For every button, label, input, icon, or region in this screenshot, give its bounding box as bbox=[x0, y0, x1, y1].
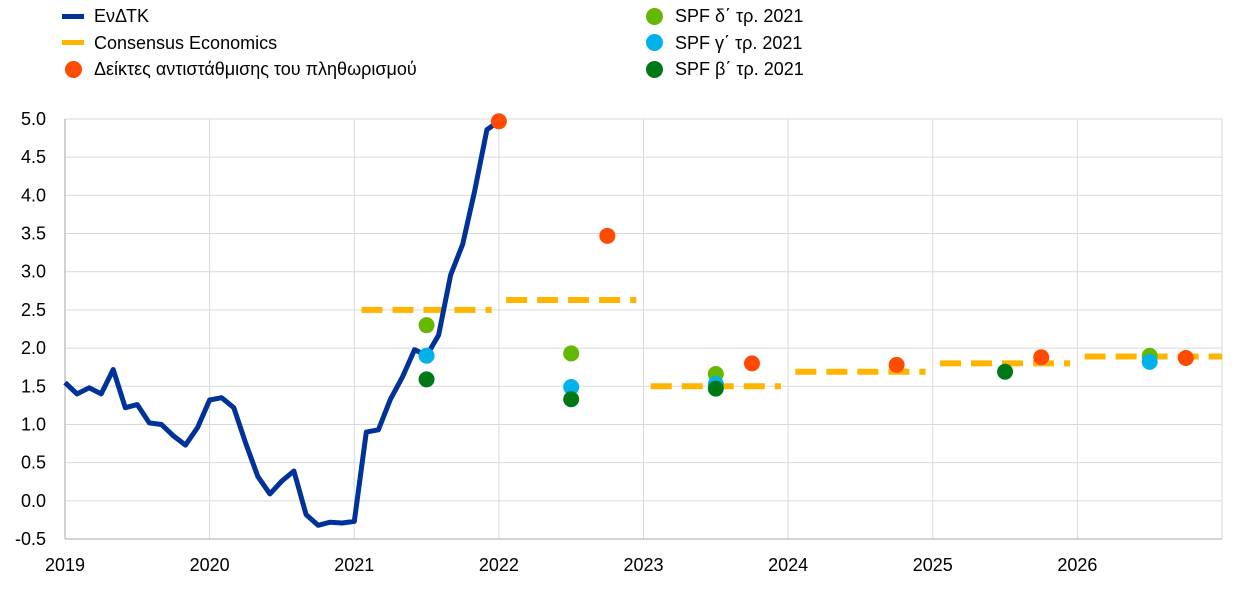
inflation-fixing-point bbox=[1033, 349, 1050, 366]
legend-item-inflation-fixings: Δείκτες αντιστάθμισης του πληθωρισμού bbox=[60, 56, 417, 83]
x-tick-label: 2021 bbox=[334, 555, 374, 575]
y-tick-label: 4.5 bbox=[21, 147, 46, 167]
y-tick-label: -0.5 bbox=[15, 529, 46, 549]
legend-item-spf-q3: SPF γ΄ τρ. 2021 bbox=[641, 30, 804, 57]
x-tick-label: 2019 bbox=[45, 555, 85, 575]
legend-label-hicp: ΕνΔΤΚ bbox=[94, 6, 149, 26]
x-tick-label: 2020 bbox=[190, 555, 230, 575]
legend-label-spf-q2: SPF β΄ τρ. 2021 bbox=[675, 59, 804, 79]
spf-q4-point bbox=[563, 345, 580, 362]
y-tick-label: 5.0 bbox=[21, 109, 46, 129]
x-tick-label: 2025 bbox=[913, 555, 953, 575]
y-tick-label: 3.0 bbox=[21, 262, 46, 282]
spf-q3-point bbox=[1141, 353, 1158, 370]
grid-layer bbox=[64, 118, 1223, 540]
spf-q2-point bbox=[997, 363, 1014, 380]
inflation-fixing-point bbox=[743, 355, 760, 372]
legend-left: ΕνΔΤΚ Consensus Economics Δείκτες αντιστ… bbox=[60, 3, 417, 83]
y-tick-label: 2.5 bbox=[21, 300, 46, 320]
spf-q2-point bbox=[563, 391, 580, 408]
spf-q2-point bbox=[418, 371, 435, 388]
legend-item-consensus: Consensus Economics bbox=[60, 30, 417, 57]
spf-q2-point bbox=[707, 380, 724, 397]
legend-right: SPF δ΄ τρ. 2021 SPF γ΄ τρ. 2021 SPF β΄ τ… bbox=[641, 3, 804, 83]
y-tick-label: 2.0 bbox=[21, 338, 46, 358]
x-tick-label: 2026 bbox=[1057, 555, 1097, 575]
legend-label-spf-q3: SPF γ΄ τρ. 2021 bbox=[675, 32, 803, 53]
spf-q3-point bbox=[418, 347, 435, 364]
consensus-swatch bbox=[62, 40, 84, 46]
legend-label-spf-q4: SPF δ΄ τρ. 2021 bbox=[675, 6, 804, 26]
x-tick-label: 2024 bbox=[768, 555, 808, 575]
legend-label-inflation-fixings: Δείκτες αντιστάθμισης του πληθωρισμού bbox=[94, 59, 417, 79]
inflation-fixings-swatch bbox=[64, 60, 82, 78]
series-layer bbox=[63, 113, 1222, 528]
legend-item-hicp: ΕνΔΤΚ bbox=[60, 3, 417, 30]
x-tick-label: 2022 bbox=[479, 555, 519, 575]
legend-item-spf-q2: SPF β΄ τρ. 2021 bbox=[641, 56, 804, 83]
y-tick-label: 4.0 bbox=[21, 185, 46, 205]
y-tick-label: 0.5 bbox=[21, 453, 46, 473]
hicp-swatch bbox=[62, 13, 84, 19]
inflation-fixing-point bbox=[888, 356, 905, 373]
y-tick-label: 3.5 bbox=[21, 224, 46, 244]
y-tick-label: 0.0 bbox=[21, 491, 46, 511]
spf-q3-point bbox=[563, 379, 580, 396]
spf-q4-swatch bbox=[645, 7, 663, 25]
axis-layer: 5.0 4.5 4.0 3.5 3.0 2.5 2.0 1.5 1.0 0.5 0.0 -0.5 201… bbox=[15, 109, 1222, 575]
y-tick-label: 1.0 bbox=[21, 414, 46, 434]
inflation-fixing-point bbox=[1177, 350, 1194, 367]
inflation-fixing-point bbox=[490, 113, 507, 130]
inflation-fixing-point bbox=[599, 227, 616, 244]
spf-q4-point bbox=[418, 317, 435, 334]
spf-q3-swatch bbox=[645, 34, 663, 52]
y-tick-label: 1.5 bbox=[21, 376, 46, 396]
legend-item-spf-q4: SPF δ΄ τρ. 2021 bbox=[641, 3, 804, 30]
legend-label-consensus: Consensus Economics bbox=[94, 32, 278, 53]
spf-q2-swatch bbox=[645, 60, 663, 78]
x-tick-label: 2023 bbox=[623, 555, 663, 575]
